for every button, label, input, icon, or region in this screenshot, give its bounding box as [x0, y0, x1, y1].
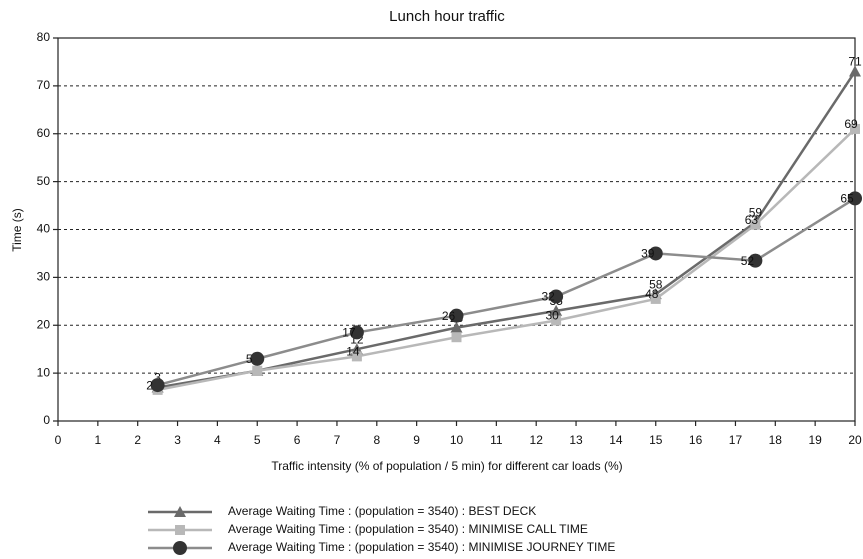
marker — [850, 123, 860, 134]
marker — [550, 304, 563, 316]
marker — [252, 365, 263, 376]
legend-label: Average Waiting Time : (population = 354… — [228, 522, 588, 536]
marker — [349, 325, 364, 340]
y-tick-label: 20 — [37, 317, 51, 331]
x-tick-label: 16 — [689, 433, 703, 447]
point-label: 14 — [346, 345, 360, 359]
x-tick-label: 9 — [413, 433, 420, 447]
chart-title: Lunch hour traffic — [389, 8, 505, 25]
marker — [250, 351, 265, 366]
x-tick-label: 1 — [95, 433, 102, 447]
x-tick-label: 5 — [254, 433, 261, 447]
x-tick-label: 18 — [769, 433, 783, 447]
legend-marker — [174, 506, 186, 517]
y-tick-label: 50 — [37, 174, 51, 188]
marker — [549, 289, 564, 304]
x-tick-label: 6 — [294, 433, 301, 447]
x-tick-label: 7 — [334, 433, 341, 447]
marker — [648, 246, 663, 261]
x-tick-label: 15 — [649, 433, 663, 447]
marker — [748, 253, 763, 268]
x-tick-label: 14 — [609, 433, 623, 447]
marker — [449, 308, 464, 323]
series-line — [157, 128, 856, 392]
x-tick-label: 12 — [530, 433, 544, 447]
point-label: 5 — [246, 352, 253, 366]
legend-label: Average Waiting Time : (population = 354… — [228, 540, 615, 554]
marker — [750, 219, 761, 230]
point-label: 26 — [442, 309, 456, 323]
point-label: 58 — [649, 277, 663, 291]
point-label: 52 — [741, 254, 755, 268]
y-tick-label: 70 — [37, 78, 51, 92]
y-tick-label: 80 — [37, 30, 51, 44]
marker — [351, 351, 362, 362]
point-label: 63 — [745, 213, 759, 227]
y-tick-label: 30 — [37, 270, 51, 284]
point-label: 3 — [154, 371, 161, 385]
x-tick-label: 8 — [373, 433, 380, 447]
point-label: 59 — [749, 205, 763, 219]
legend-marker — [173, 541, 187, 555]
point-label: 32 — [541, 290, 555, 304]
point-label: 65 — [840, 192, 854, 206]
marker — [848, 191, 862, 206]
point-label: 39 — [641, 247, 655, 261]
y-axis-label: Time (s) — [10, 208, 24, 252]
point-label: 71 — [848, 55, 862, 69]
point-label: 17 — [342, 326, 356, 340]
marker — [451, 332, 462, 343]
y-tick-label: 40 — [37, 222, 51, 236]
point-label: 48 — [645, 287, 659, 301]
x-tick-label: 19 — [808, 433, 822, 447]
marker — [150, 378, 165, 393]
x-tick-label: 3 — [174, 433, 181, 447]
x-tick-label: 17 — [729, 433, 743, 447]
legend-label: Average Waiting Time : (population = 354… — [228, 504, 536, 518]
point-label: 30 — [545, 309, 559, 323]
x-tick-label: 13 — [569, 433, 583, 447]
marker — [551, 315, 562, 326]
x-tick-label: 0 — [55, 433, 62, 447]
x-tick-label: 11 — [490, 433, 503, 447]
y-tick-label: 10 — [37, 365, 51, 379]
x-tick-label: 4 — [214, 433, 221, 447]
marker — [450, 321, 463, 333]
marker — [650, 293, 661, 304]
marker — [849, 65, 861, 77]
x-tick-label: 10 — [450, 433, 464, 447]
point-label: 69 — [844, 117, 858, 131]
x-tick-label: 20 — [848, 433, 862, 447]
y-tick-label: 60 — [37, 126, 51, 140]
x-tick-label: 2 — [134, 433, 141, 447]
x-axis-label: Traffic intensity (% of population / 5 m… — [271, 459, 622, 473]
point-label: 2 — [146, 378, 153, 392]
plot-frame — [57, 37, 856, 422]
legend-marker — [175, 525, 185, 535]
y-tick-label: 0 — [43, 413, 50, 427]
series-line — [157, 197, 856, 387]
